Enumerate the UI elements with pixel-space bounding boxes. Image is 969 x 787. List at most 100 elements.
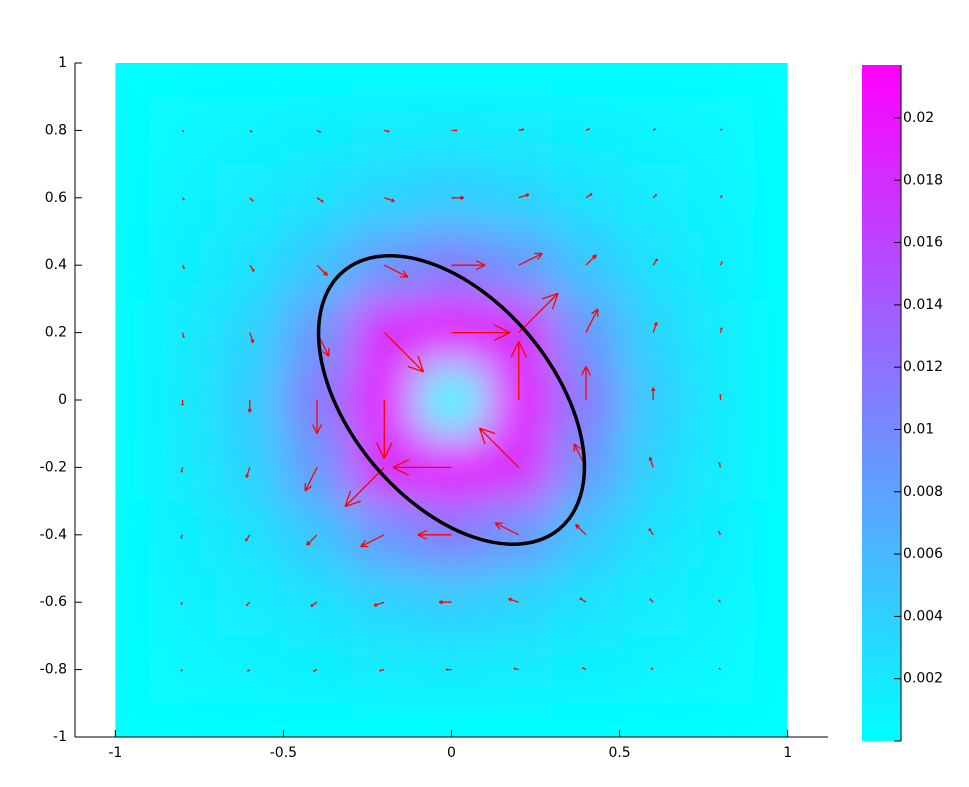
ellipse [316,254,587,546]
heatmap-cell [417,366,486,434]
arrow [451,260,486,271]
arrow [417,529,452,540]
colorbar-tick-label: 0.006 [903,546,943,562]
y-tick-label: 0 [58,392,67,408]
colorbar-tick-label: 0.018 [903,172,943,188]
colorbar-tick-label: 0.008 [903,484,943,500]
colorbar [862,65,901,741]
arrow [245,534,251,542]
arrow [585,193,593,199]
y-tick-label: 1 [58,55,67,71]
y-tick-label: -0.6 [40,594,67,610]
arrow [304,467,318,492]
heatmap-cell [552,96,620,165]
arrow [180,601,184,606]
arrow [451,324,511,341]
heatmap-cell [216,298,284,367]
arrow [518,292,559,334]
colorbar-tick-label: 0.016 [903,235,943,251]
arrow [384,129,390,133]
arrow [508,597,519,603]
arrow [585,128,590,131]
y-tick-label: -0.8 [40,662,67,678]
x-tick-label: -0.5 [270,745,297,761]
arrow [518,252,543,266]
heatmap-cell [350,501,418,569]
arrow [316,129,322,133]
arrow [648,528,654,536]
heatmap-cells [148,96,755,704]
arrow [718,462,722,468]
arrow [518,128,524,132]
arrow [360,534,385,548]
arrow [249,332,255,344]
arrow [585,254,597,266]
arrow [718,667,721,671]
colorbar-tick-label: 0.014 [903,297,943,313]
arrow [438,599,452,605]
arrow [652,322,658,333]
arrow [650,387,656,400]
arrow [312,400,323,435]
y-tick-label: -0.2 [40,459,67,475]
x-tick-label: 1 [783,745,792,761]
arrow [383,264,409,278]
arrow [649,598,654,603]
arrow [316,264,328,277]
arrow [180,669,184,672]
arrow [451,195,465,201]
heatmap-cell [619,433,687,502]
heatmap-cell [686,635,755,704]
arrow [652,128,657,131]
colorbar-tick-label: 0.02 [903,110,934,126]
arrow [718,599,721,603]
y-tick-label: 0.4 [45,257,67,273]
heatmap-cell [552,231,620,299]
arrow [373,601,385,607]
y-tick-label: -1 [53,729,67,745]
arrow [245,467,251,478]
arrow [581,667,587,671]
arrow [376,400,393,459]
y-tick-label: 0.6 [45,190,67,206]
arrow [718,530,722,536]
arrow [719,394,722,400]
colorbar-tick-label: 0.01 [903,421,934,437]
arrow [383,332,425,373]
y-tick-label: -0.4 [40,527,67,543]
arrow [181,332,185,338]
arrow [513,667,519,671]
arrow [719,327,723,333]
y-tick-label: 0.2 [45,325,67,341]
arrow [249,264,255,272]
arrow [181,400,184,406]
colorbar-tick-label: 0.004 [903,608,943,624]
arrow [180,467,184,473]
heatmap-cell [148,298,217,367]
x-tick-label: -1 [108,745,122,761]
arrow [585,308,599,333]
arrow [510,341,527,400]
arrow [575,523,587,536]
y-tick-label: 0.8 [45,122,67,138]
arrow [249,197,254,202]
heatmap-cell [350,568,418,636]
heatmap-cell [350,635,418,704]
arrow [182,197,185,201]
arrow [245,601,251,607]
heatmap-cell [552,164,620,232]
arrow [494,522,520,536]
arrow [451,129,458,132]
arrow [306,534,318,546]
arrow [652,258,658,266]
arrow [579,597,587,603]
arrow [246,669,251,672]
x-tick-label: 0.5 [608,745,630,761]
arrow [648,456,654,468]
arrow [310,601,318,607]
arrow [478,427,520,468]
heatmap-cell [686,433,755,502]
arrow [180,534,184,539]
x-tick-label: 0 [447,745,456,761]
